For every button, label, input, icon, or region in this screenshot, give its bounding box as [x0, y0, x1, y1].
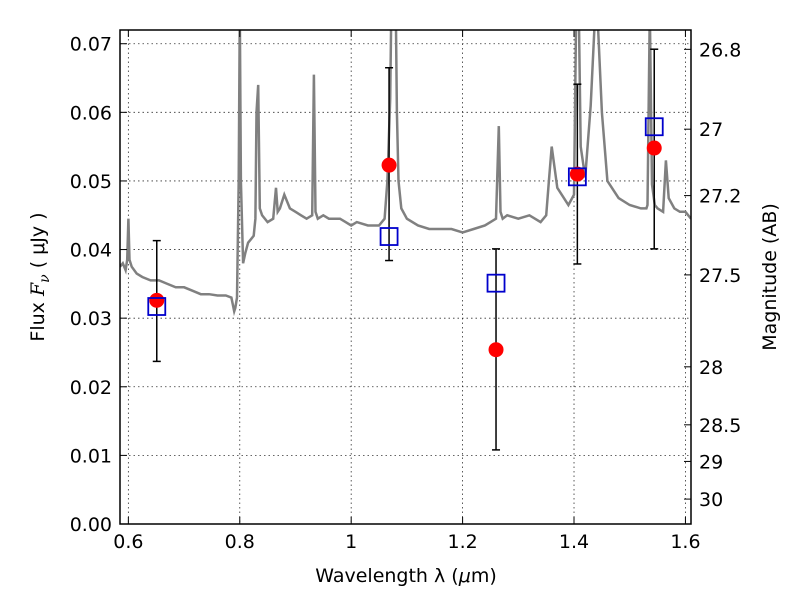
observed-point [646, 140, 662, 156]
observed-points [149, 140, 662, 358]
y2-tick-label: 30 [699, 489, 723, 511]
observed-point [488, 342, 504, 358]
y2-tick-label: 27.2 [699, 186, 741, 208]
x-tick-label: 1.6 [670, 531, 700, 553]
model-point [379, 227, 399, 246]
y2-tick-label: 26.8 [699, 39, 741, 61]
plot-area [120, 30, 691, 451]
model-point [567, 167, 587, 187]
model-point [644, 117, 664, 137]
x-tick-label: 1.2 [447, 531, 477, 553]
y-tick-label: 0.05 [70, 171, 112, 193]
x-axis-label: Wavelength λ (μm) [315, 565, 496, 587]
tick-layer: 0.6 0.8 1 1.2 1.4 1.6 0.00 0.01 0.02 0.03 0.04 0.05… [70, 30, 741, 553]
observed-point [149, 292, 165, 308]
x-tick-label: 1.4 [559, 531, 589, 553]
spectrum-line [120, 30, 691, 317]
observed-point [381, 157, 397, 173]
y2-tick-label: 28.5 [699, 415, 741, 437]
model-points [147, 117, 664, 316]
y-tick-label: 0.00 [70, 514, 112, 536]
y-tick-label: 0.06 [70, 102, 112, 124]
y-tick-label: 0.01 [70, 445, 112, 467]
y2-axis-label: Magnitude (AB) [759, 203, 781, 351]
y-tick-label: 0.02 [70, 377, 112, 399]
x-tick-label: 0.6 [113, 531, 143, 553]
x-tick-label: 0.8 [225, 531, 255, 553]
y-tick-label: 0.03 [70, 308, 112, 330]
plot-frame [119, 29, 692, 525]
x-tick-label: 1 [345, 531, 357, 553]
y-tick-label: 0.07 [70, 34, 112, 56]
y2-tick-label: 28 [699, 357, 723, 379]
y-axis-label: Flux Fν ( μJy ) [27, 212, 53, 341]
y2-tick-label: 29 [699, 451, 723, 473]
model-point [147, 297, 167, 316]
y2-tick-label: 27.5 [699, 265, 741, 287]
observed-point [569, 166, 585, 182]
y-tick-label: 0.04 [70, 240, 112, 262]
y2-tick-label: 27 [699, 119, 723, 141]
model-point [486, 273, 506, 293]
